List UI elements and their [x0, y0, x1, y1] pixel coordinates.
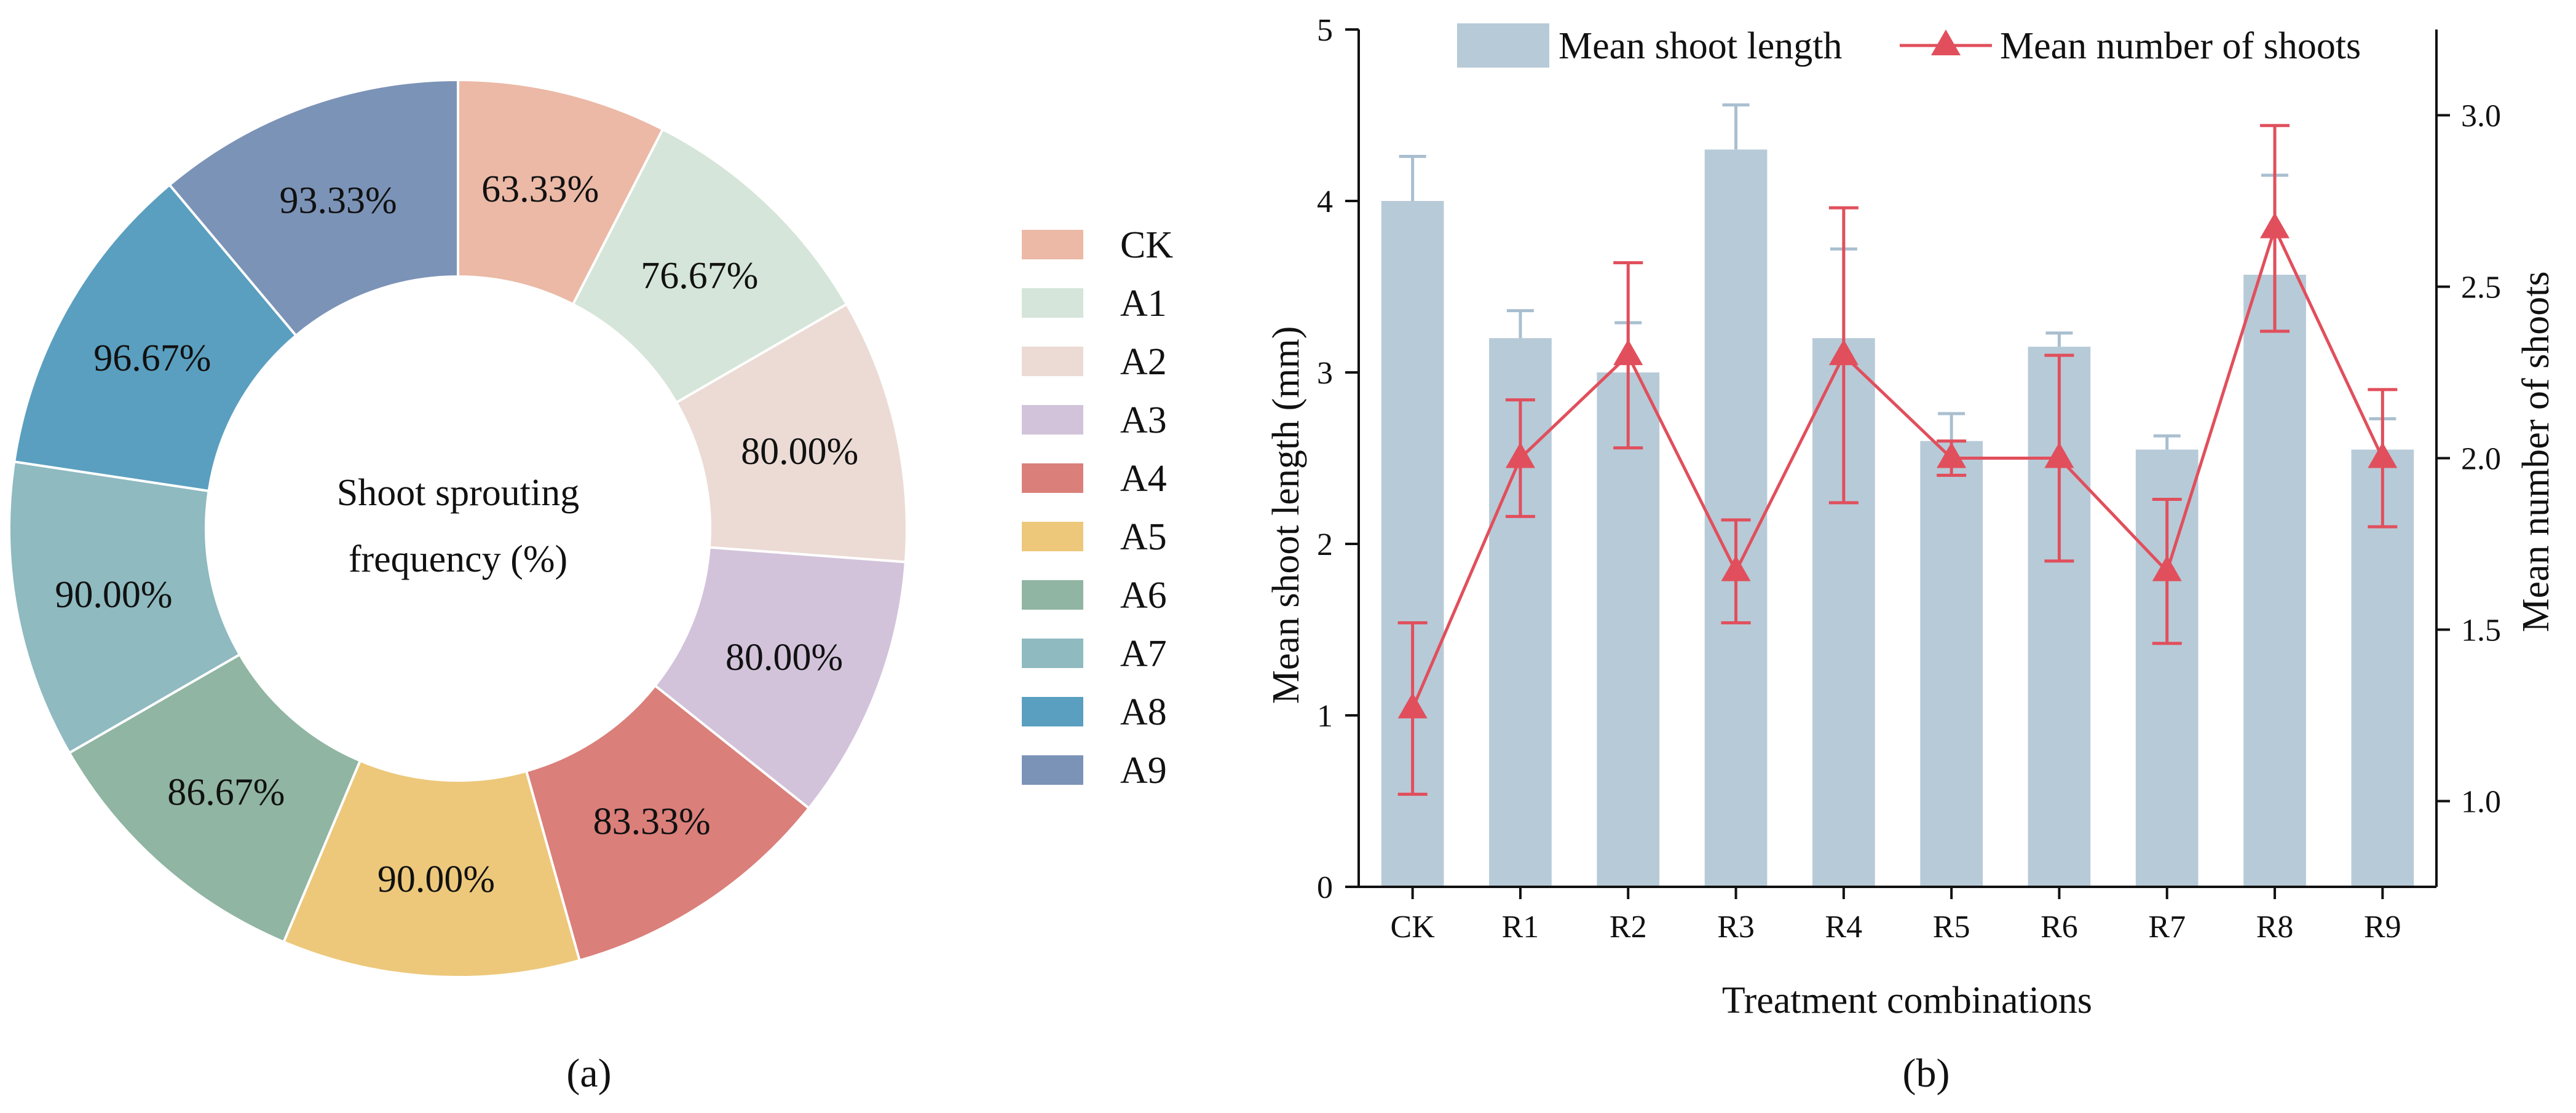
legend-label-a7: A7	[1120, 633, 1167, 675]
legend-swatch-a1	[1022, 288, 1083, 318]
line-marker-r8	[2260, 212, 2290, 238]
legend-swatch-a3	[1022, 405, 1083, 435]
x-tick-label: R9	[2364, 910, 2401, 945]
legend-swatch-a9	[1022, 755, 1083, 785]
line-marker-r2	[1613, 339, 1643, 366]
y-tick-label: 3	[1317, 356, 1333, 391]
bar-r5	[1920, 441, 1983, 887]
y-axis-title: Mean shoot length (mm)	[1265, 326, 1307, 704]
y-tick-label: 2	[1317, 527, 1333, 562]
y2-tick-label: 1.5	[2461, 613, 2501, 648]
y-tick-label: 4	[1317, 184, 1333, 219]
legend-swatch-ck	[1022, 230, 1083, 259]
donut-data-labels: 63.33% 76.67% 80.00% 80.00% 83.33% 90.00% 86.6…	[55, 168, 858, 900]
donut-slices	[8, 78, 908, 978]
donut-slice-a2	[674, 302, 908, 564]
bar-r2	[1597, 372, 1660, 887]
donut-data-label: 96.67%	[93, 337, 211, 379]
legend-label-a4: A4	[1120, 458, 1167, 500]
bar-r3	[1704, 149, 1768, 887]
donut-slice-a4	[524, 683, 811, 962]
donut-data-label: 80.00%	[725, 637, 843, 678]
line-series	[1397, 124, 2398, 796]
y2-tick-label: 2.0	[2461, 442, 2501, 477]
legend-swatch-a6	[1022, 580, 1083, 610]
legend-label-a9: A9	[1120, 750, 1167, 792]
donut-data-label: 93.33%	[279, 179, 397, 221]
bar-r8	[2243, 274, 2306, 887]
legend-label-a6: A6	[1120, 575, 1167, 616]
caption-b: (b)	[1903, 1051, 1950, 1096]
donut-center-label-line-2: frequency (%)	[349, 538, 567, 580]
x-tick-label: R8	[2256, 910, 2294, 945]
y-tick-label: 0	[1317, 870, 1333, 905]
donut-slice-a6	[68, 653, 362, 944]
legend-label-a8: A8	[1120, 691, 1167, 733]
legend-label-a5: A5	[1120, 516, 1167, 558]
y-tick-label: 1	[1317, 699, 1333, 734]
donut-data-label: 86.67%	[167, 771, 285, 813]
donut-slice-a5	[282, 759, 582, 978]
donut-data-label: 63.33%	[481, 168, 599, 210]
line-marker-r4	[1828, 339, 1859, 366]
donut-slice-a1	[571, 127, 848, 404]
donut-slice-a9	[167, 78, 459, 337]
donut-slice-a3	[653, 546, 907, 810]
donut-data-label: 83.33%	[593, 801, 711, 843]
legend-swatch-mean-shoot-length	[1457, 23, 1549, 68]
donut-data-label: 76.67%	[641, 255, 758, 297]
bar-series	[1381, 149, 2414, 887]
legend-swatch-a2	[1022, 347, 1083, 376]
bar-line-legend: Mean shoot length Mean number of shoots	[1457, 23, 2361, 68]
legend-swatch-a5	[1022, 522, 1083, 551]
x-axis-title: Treatment combinations	[1722, 980, 2092, 1021]
line-series-path	[1411, 224, 2384, 709]
x-tick-label: R5	[1933, 910, 1970, 945]
y2-tick-label: 2.5	[2461, 270, 2501, 305]
line-marker-r1	[1505, 442, 1535, 468]
x-tick-label: R1	[1502, 910, 1539, 945]
line-marker-ck	[1397, 692, 1428, 718]
donut-data-label: 90.00%	[377, 859, 495, 900]
x-tick-label: R7	[2148, 910, 2186, 945]
axes: 0 1 2 3 4 5 1.0 1.5 2.0 2.5 3.0 CK R1 R2 R3 R4 R5 R6 R7 R8 R…	[1317, 13, 2501, 945]
donut-slice-a7	[8, 460, 242, 755]
legend-label-a1: A1	[1120, 283, 1167, 324]
line-marker-r7	[2152, 555, 2182, 581]
legend-label-mean-number-of-shoots: Mean number of shoots	[2000, 25, 2361, 67]
legend-marker-mean-number-of-shoots	[1931, 29, 1961, 55]
legend-label-mean-shoot-length: Mean shoot length	[1559, 25, 1843, 67]
legend-swatch-a8	[1022, 697, 1083, 726]
caption-a: (a)	[566, 1051, 611, 1096]
line-marker-r9	[2368, 442, 2398, 468]
line-marker-r3	[1721, 555, 1751, 581]
legend-swatch-a4	[1022, 463, 1083, 493]
donut-data-label: 90.00%	[55, 574, 172, 616]
donut-slice-a8	[12, 183, 298, 493]
legend-label-a3: A3	[1120, 399, 1167, 441]
y-tick-label: 5	[1317, 13, 1333, 48]
legend-label-a2: A2	[1120, 341, 1167, 383]
legend-label-ck: CK	[1120, 224, 1173, 266]
x-tick-label: R3	[1717, 910, 1755, 945]
x-tick-label: CK	[1391, 910, 1436, 945]
y2-axis-title: Mean number of shoots	[2515, 271, 2557, 632]
x-tick-label: R4	[1825, 910, 1863, 945]
line-marker-r5	[1937, 442, 1967, 468]
y2-tick-label: 1.0	[2461, 785, 2501, 820]
line-marker-r6	[2044, 442, 2074, 468]
x-tick-label: R6	[2041, 910, 2078, 945]
donut-center-label-line-1: Shoot sprouting	[337, 472, 579, 514]
donut-chart-panel: 63.33% 76.67% 80.00% 80.00% 83.33% 90.00% 86.6…	[8, 78, 1173, 1096]
donut-legend: CK A1 A2 A3 A4 A5 A6 A7 A8 A9	[1022, 224, 1173, 792]
y2-tick-label: 3.0	[2461, 99, 2501, 134]
legend-swatch-a7	[1022, 639, 1083, 668]
donut-data-label: 80.00%	[741, 431, 858, 473]
bar-line-chart-panel: 0 1 2 3 4 5 1.0 1.5 2.0 2.5 3.0 CK R1 R2 R3 R4 R5 R6 R7 R8 R…	[1265, 13, 2557, 1096]
x-tick-label: R2	[1610, 910, 1647, 945]
